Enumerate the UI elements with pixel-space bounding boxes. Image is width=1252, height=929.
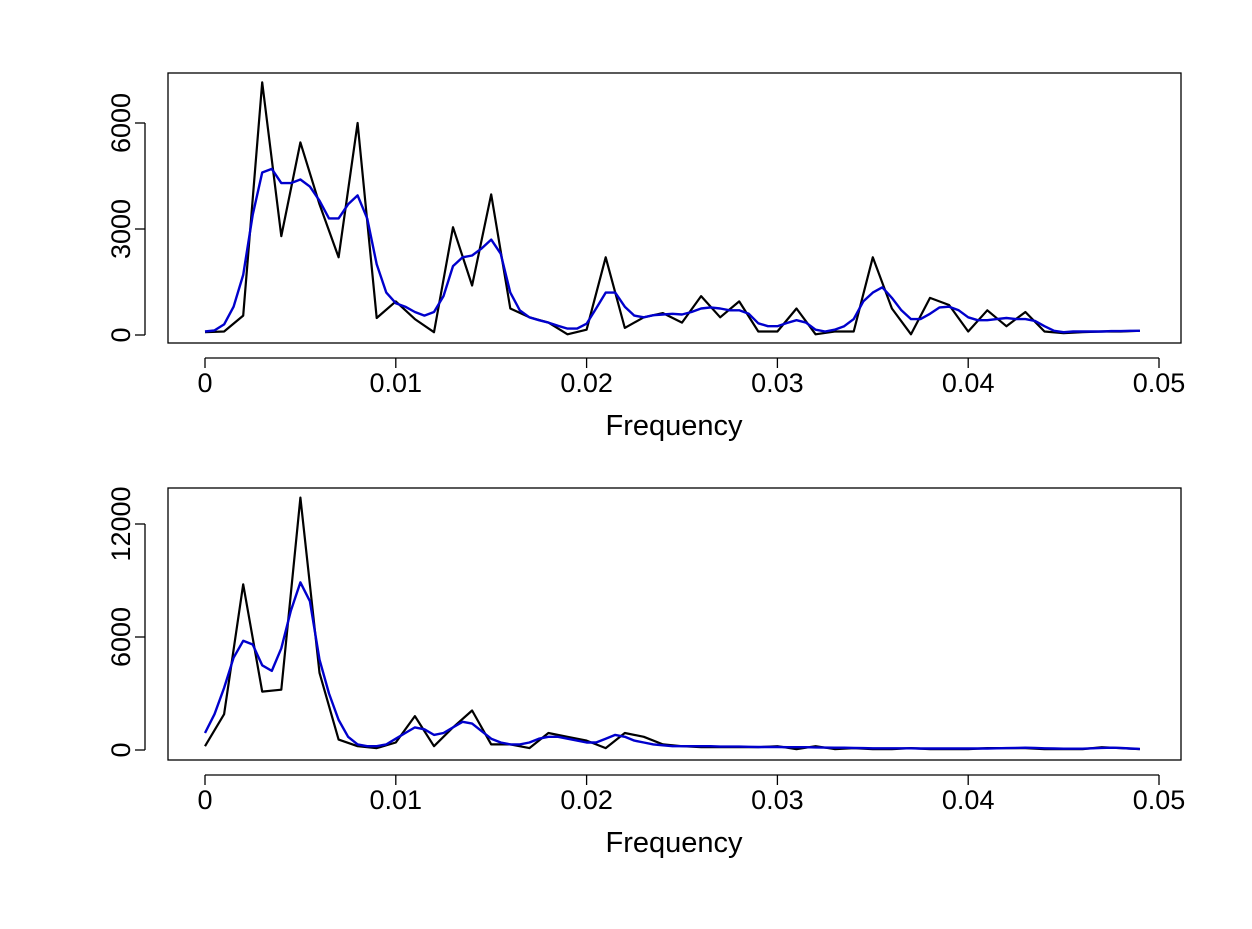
y-tick-label: 12000 <box>106 486 136 561</box>
smoothed-spectrum-line <box>203 581 1140 751</box>
x-tick-label: 0.01 <box>370 785 423 815</box>
y-tick-label: 0 <box>106 742 136 757</box>
plot-frame <box>167 72 1182 344</box>
x-axis-title: Frequency <box>605 827 743 859</box>
bottom-spectrum-panel: 0 0.01 0.02 0.03 0.04 0.05 0 6000 12000 Frequen… <box>106 486 1185 859</box>
x-tick-label: 0.02 <box>560 785 613 815</box>
y-tick-label: 6000 <box>106 93 136 153</box>
smoothed-spectrum-line <box>204 167 1140 334</box>
series-layer <box>204 81 1140 336</box>
y-tick-label: 6000 <box>106 607 136 667</box>
raw-periodogram-line <box>204 81 1140 336</box>
y-axis: 0 6000 12000 <box>106 486 146 758</box>
y-axis: 0 3000 6000 <box>106 93 146 343</box>
x-tick-label: 0.05 <box>1133 368 1186 398</box>
top-spectrum-panel: 0 0.01 0.02 0.03 0.04 0.05 0 3000 6000 Frequenc… <box>106 72 1186 442</box>
x-axis-title: Frequency <box>605 410 743 442</box>
x-tick-label: 0.01 <box>370 368 423 398</box>
x-tick-label: 0 <box>197 368 212 398</box>
x-tick-label: 0.05 <box>1133 785 1186 815</box>
series-layer <box>203 496 1140 751</box>
x-tick-label: 0.03 <box>751 785 804 815</box>
raw-periodogram-line <box>204 496 1140 751</box>
y-tick-label: 3000 <box>106 199 136 259</box>
x-tick-label: 0.02 <box>560 368 613 398</box>
x-axis: 0 0.01 0.02 0.03 0.04 0.05 <box>197 774 1186 815</box>
x-tick-label: 0.04 <box>942 368 995 398</box>
x-tick-label: 0 <box>197 785 212 815</box>
x-axis: 0 0.01 0.02 0.03 0.04 0.05 <box>197 357 1186 398</box>
x-tick-label: 0.04 <box>942 785 995 815</box>
x-tick-label: 0.03 <box>751 368 804 398</box>
plot-frame <box>167 487 1182 761</box>
y-tick-label: 0 <box>106 327 136 342</box>
